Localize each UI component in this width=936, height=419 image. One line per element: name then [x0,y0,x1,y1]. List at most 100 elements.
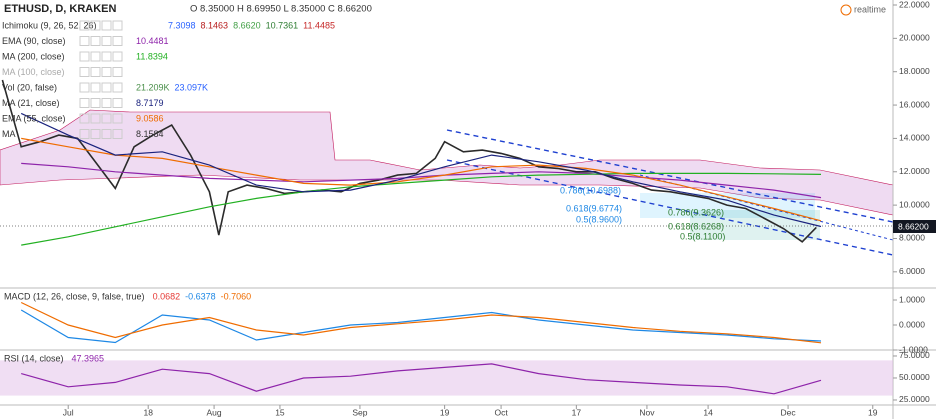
x-tick-label: Dec [781,407,797,417]
pane-title: RSI (14, close) [4,353,64,363]
pane-value: 0.0682 [153,291,181,301]
indicator-button[interactable] [90,98,101,108]
y-tick-label: 0.0000 [899,319,925,329]
indicator-button[interactable] [112,51,123,62]
pane-value: 47.3965 [72,353,105,363]
y-tick-label: 20.0000 [899,33,930,43]
indicator-value: 8.1463 [201,20,229,30]
rsi-band [0,360,893,396]
x-tick-label: Oct [494,407,508,417]
last-price: 8.66200 [898,221,929,231]
indicator-value: 8.1584 [136,129,164,139]
indicator-button[interactable] [79,129,90,139]
status-icon[interactable] [840,4,852,16]
indicator-button[interactable] [101,113,112,124]
y-tick-label: 18.0000 [899,66,930,76]
series-line [21,137,822,222]
indicator-button[interactable] [79,98,90,108]
indicator-button[interactable] [79,20,90,31]
indicator-name: EMA (90, close) [2,36,66,46]
x-tick-label: 17 [572,407,582,417]
indicator-button[interactable] [90,67,101,77]
x-tick-label: 19 [868,407,878,417]
x-tick-label: Aug [207,407,222,417]
fib-label: 0.618(8.6268) [668,221,724,231]
indicator-button[interactable] [90,129,101,139]
indicator-button[interactable] [79,82,90,93]
indicator-value: 11.8394 [136,51,168,61]
indicator-name: MA [2,129,16,139]
indicator-button[interactable] [90,82,101,93]
fib-label: 0.5(8.1100) [680,231,725,241]
indicator-name: EMA (55, close) [2,113,66,123]
indicator-value: 9.0586 [136,113,164,123]
indicator-button[interactable] [101,51,112,62]
indicator-value: 10.4481 [136,36,169,46]
x-tick-label: 19 [440,407,450,417]
status: realtime [854,4,886,14]
indicator-name: Ichimoku (9, 26, 52, 26) [2,20,97,30]
trend-line [446,129,894,223]
indicator-name: MA (100, close) [2,67,65,77]
fib-label: 0.786(10.6988) [560,185,621,195]
indicator-name: MA (200, close) [2,51,65,61]
y-tick-label: 6.0000 [899,266,925,276]
x-tick-label: Sep [352,407,367,417]
indicator-button[interactable] [112,36,123,46]
y-tick-label: 12.0000 [899,166,930,176]
indicator-value: 7.3098 [168,20,196,30]
indicator-name: MA (21, close) [2,98,60,108]
indicator-button[interactable] [79,67,90,77]
last-price-box [893,220,936,233]
y-tick-label: 10.0000 [899,199,930,209]
indicator-button[interactable] [112,20,123,31]
pane-value: -0.7060 [221,291,252,301]
indicator-button[interactable] [101,129,112,139]
series-line [20,301,822,344]
indicator-button[interactable] [101,67,112,77]
indicator-button[interactable] [112,113,123,124]
y-tick-label: -1.0000 [899,344,928,354]
indicator-button[interactable] [101,82,112,93]
indicator-value: 21.209K [136,82,170,92]
x-tick-label: 14 [703,407,713,417]
indicator-button[interactable] [90,51,101,62]
indicator-button[interactable] [90,20,101,31]
series-line [20,112,822,228]
indicator-button[interactable] [79,113,90,124]
pane-value: -0.6378 [185,291,216,301]
indicator-button[interactable] [79,36,90,46]
indicator-button[interactable] [112,129,123,139]
series-line [1,79,817,243]
indicator-value: 8.7179 [136,98,164,108]
indicator-button[interactable] [101,36,112,46]
x-tick-label: Nov [639,407,655,417]
y-tick-label: 25.0000 [899,394,930,404]
x-tick-label: 15 [275,407,285,417]
indicator-value: 10.7361 [266,20,299,30]
indicator-button[interactable] [90,36,101,46]
y-tick-label: 14.0000 [899,133,930,143]
y-tick-label: 1.0000 [899,294,925,304]
indicator-value: 8.6620 [233,20,261,30]
y-tick-label: 22.0000 [899,0,930,9]
indicator-button[interactable] [101,98,112,108]
indicator-value: 23.097K [175,82,209,92]
indicator-button[interactable] [90,113,101,124]
x-tick-label: 18 [143,407,153,417]
series-line [21,363,822,395]
indicator-name: Vol (20, false) [2,82,57,92]
y-tick-label: 8.0000 [899,233,925,243]
symbol-title: ETHUSD, D, KRAKEN [4,3,117,15]
y-tick-label: 75.0000 [899,350,930,360]
indicator-button[interactable] [101,20,112,31]
indicator-button[interactable] [112,67,123,77]
indicator-button[interactable] [112,82,123,93]
series-line [21,172,822,246]
fib-label: 0.786(9.3626) [668,207,724,217]
indicator-button[interactable] [112,98,123,108]
indicator-value: 11.4485 [303,20,335,30]
indicator-button[interactable] [79,51,90,62]
ichimoku-cloud [0,109,894,216]
